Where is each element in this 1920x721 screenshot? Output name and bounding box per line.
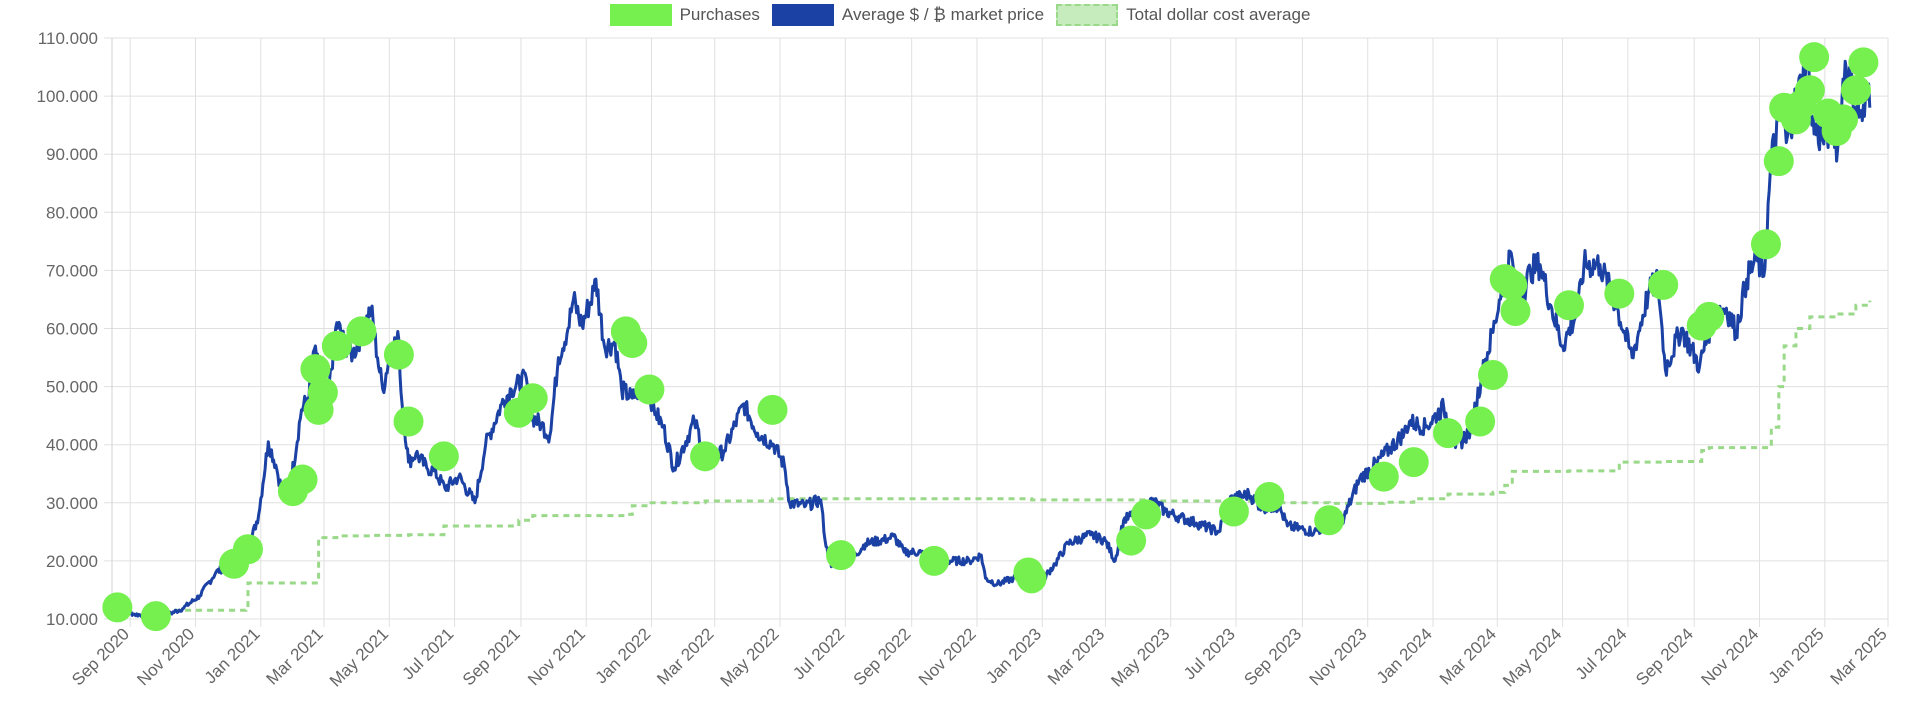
x-tick-label: Mar 2024 xyxy=(1436,624,1500,688)
x-tick-label: Nov 2023 xyxy=(1306,624,1371,689)
purchase-point xyxy=(1604,278,1635,309)
y-tick-label: 10.000 xyxy=(46,610,98,629)
purchase-point xyxy=(1694,301,1725,332)
x-tick-label: Jan 2024 xyxy=(1373,624,1436,687)
purchase-point xyxy=(1794,75,1825,106)
purchase-point xyxy=(393,406,424,437)
x-tick-label: Nov 2021 xyxy=(524,624,589,689)
purchase-point xyxy=(757,394,788,425)
x-tick-label: Mar 2022 xyxy=(653,624,717,688)
purchase-point xyxy=(1314,505,1345,536)
y-tick-label: 90.000 xyxy=(46,145,98,164)
y-tick-label: 30.000 xyxy=(46,494,98,513)
legend-item-market-price[interactable]: Average $ / ₿ market price xyxy=(771,4,1045,26)
purchase-point xyxy=(321,330,352,361)
purchase-point xyxy=(1218,496,1249,527)
x-tick-label: May 2023 xyxy=(1107,624,1173,690)
legend-label-market-price: Average $ / ₿ market price xyxy=(841,5,1045,24)
x-tick-label: Jul 2023 xyxy=(1180,624,1239,683)
x-tick-label: Jan 2021 xyxy=(201,624,264,687)
x-tick-label: Jan 2023 xyxy=(982,624,1045,687)
purchase-point xyxy=(1368,461,1399,492)
purchases-series xyxy=(102,42,1879,632)
purchase-point xyxy=(140,601,171,632)
x-tick-label: Mar 2023 xyxy=(1044,624,1108,688)
purchase-point xyxy=(1465,406,1496,437)
purchase-point xyxy=(232,534,263,565)
legend-label-purchases: Purchases xyxy=(679,5,760,24)
purchase-point xyxy=(517,383,548,414)
purchase-point xyxy=(1433,418,1464,449)
purchase-point xyxy=(102,592,133,623)
x-tick-label: Nov 2022 xyxy=(915,624,980,689)
purchase-point xyxy=(1828,104,1859,135)
x-tick-label: Sep 2023 xyxy=(1240,624,1305,689)
x-tick-label: Sep 2020 xyxy=(68,624,133,689)
legend-swatch-dca xyxy=(1056,4,1119,26)
dca-line xyxy=(174,300,1872,612)
purchase-point xyxy=(1553,290,1584,321)
x-tick-label: Jul 2022 xyxy=(789,624,848,683)
legend-item-purchases[interactable]: Purchases xyxy=(609,4,760,26)
purchase-point xyxy=(287,464,318,495)
legend-item-dca[interactable]: Total dollar cost average xyxy=(1056,4,1310,26)
x-tick-label: Nov 2020 xyxy=(133,624,198,689)
y-tick-label: 20.000 xyxy=(46,552,98,571)
y-tick-label: 50.000 xyxy=(46,378,98,397)
legend-label-dca: Total dollar cost average xyxy=(1126,5,1311,24)
purchase-point xyxy=(428,441,459,472)
y-tick-label: 70.000 xyxy=(46,261,98,280)
purchase-point xyxy=(1799,42,1830,73)
dca-series xyxy=(174,300,1872,612)
purchase-point xyxy=(1131,499,1162,530)
purchase-point xyxy=(1477,359,1508,390)
purchase-point xyxy=(307,377,338,408)
legend: Purchases Average $ / ₿ market price Tot… xyxy=(0,0,1920,30)
y-tick-label: 100.000 xyxy=(37,87,98,106)
y-tick-label: 80.000 xyxy=(46,203,98,222)
x-tick-label: May 2024 xyxy=(1499,624,1565,690)
y-axis-ticks: 10.000 20.000 30.000 40.000 50.000 60.000 70.0… xyxy=(37,29,98,629)
x-tick-label: Jul 2024 xyxy=(1572,624,1631,683)
x-tick-label: May 2022 xyxy=(717,624,783,690)
market-price-line xyxy=(116,51,1872,619)
x-tick-label: Jan 2025 xyxy=(1765,624,1828,687)
purchase-point xyxy=(617,328,648,359)
purchase-point xyxy=(1254,481,1285,512)
purchase-point xyxy=(1763,146,1794,177)
purchase-point xyxy=(1116,525,1147,556)
purchase-point xyxy=(919,545,950,576)
x-tick-label: May 2021 xyxy=(326,624,392,690)
purchase-point xyxy=(1016,563,1047,594)
x-tick-label: Nov 2024 xyxy=(1697,624,1762,689)
market-price-series xyxy=(116,51,1872,619)
purchase-point xyxy=(1398,447,1429,478)
y-tick-label: 110.000 xyxy=(38,29,98,48)
x-tick-label: Jul 2021 xyxy=(399,624,458,683)
legend-swatch-purchases xyxy=(609,4,672,26)
x-tick-label: Mar 2021 xyxy=(263,624,327,688)
purchase-point xyxy=(346,316,377,347)
y-tick-label: 60.000 xyxy=(46,320,98,339)
purchase-point xyxy=(690,441,721,472)
purchase-point xyxy=(1497,269,1528,300)
purchase-point xyxy=(1848,47,1879,78)
x-tick-label: Jan 2022 xyxy=(591,624,654,687)
y-tick-label: 40.000 xyxy=(46,436,98,455)
x-tick-label: Mar 2025 xyxy=(1827,624,1891,688)
purchase-point xyxy=(1648,269,1679,300)
purchase-point xyxy=(300,354,331,385)
purchase-point xyxy=(383,339,414,370)
legend-swatch-market-price xyxy=(771,4,834,26)
purchase-point xyxy=(1840,75,1871,106)
x-tick-label: Sep 2022 xyxy=(850,624,915,689)
x-tick-label: Sep 2024 xyxy=(1632,624,1697,689)
purchase-point xyxy=(1750,229,1781,260)
purchase-point xyxy=(634,374,665,405)
x-tick-label: Sep 2021 xyxy=(459,624,524,689)
purchase-point xyxy=(1500,296,1531,327)
purchase-point xyxy=(826,540,857,571)
